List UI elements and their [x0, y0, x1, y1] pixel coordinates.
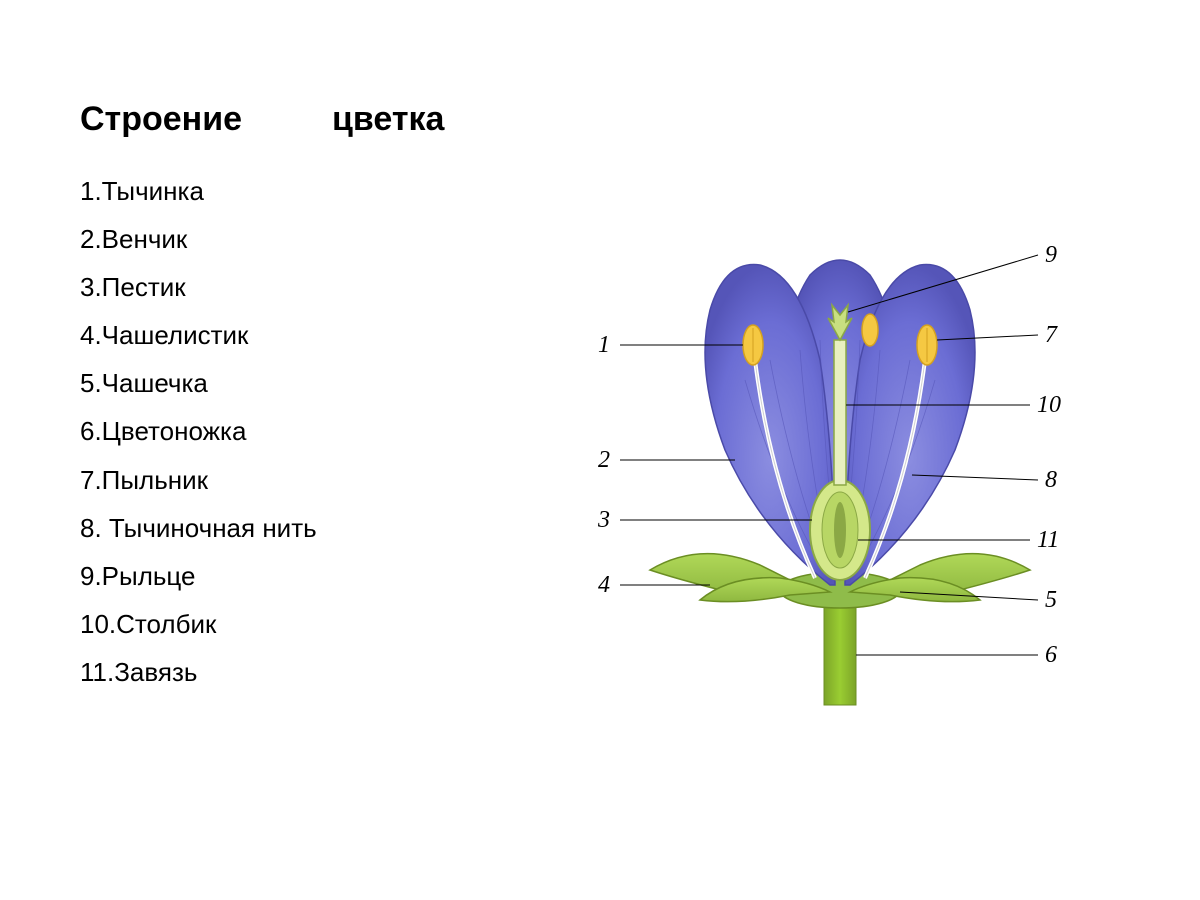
- legend-item: 7.Пыльник: [80, 456, 560, 504]
- callout-6: 6: [1045, 642, 1057, 668]
- legend-item: 8. Тычиночная нить: [80, 504, 560, 552]
- legend-item: 11.Завязь: [80, 648, 560, 696]
- legend-item: 1.Тычинка: [80, 167, 560, 215]
- anther-mid: [862, 314, 878, 346]
- callout-11: 11: [1037, 527, 1059, 553]
- legend-item: 5.Чашечка: [80, 359, 560, 407]
- legend-item: 6.Цветоножка: [80, 407, 560, 455]
- callout-1: 1: [598, 332, 610, 358]
- callout-7: 7: [1045, 322, 1058, 348]
- flower-diagram: 1 2 3 4 5 6 7 8: [560, 200, 1120, 720]
- title: Строение цветка: [80, 100, 560, 139]
- legend-item: 4.Чашелистик: [80, 311, 560, 359]
- callout-5: 5: [1045, 587, 1057, 613]
- callout-2: 2: [598, 447, 610, 473]
- callout-10: 10: [1037, 392, 1061, 418]
- title-word-1: Строение: [80, 100, 242, 139]
- stem: [824, 595, 856, 705]
- legend-item: 9.Рыльце: [80, 552, 560, 600]
- callout-9: 9: [1045, 242, 1057, 268]
- title-word-2: цветка: [332, 100, 444, 139]
- callout-4: 4: [598, 572, 610, 598]
- legend-item: 3.Пестик: [80, 263, 560, 311]
- legend-list: 1.Тычинка 2.Венчик 3.Пестик 4.Чашелистик…: [80, 167, 560, 696]
- legend-item: 10.Столбик: [80, 600, 560, 648]
- text-section: Строение цветка 1.Тычинка 2.Венчик 3.Пес…: [80, 100, 560, 696]
- style: [834, 340, 846, 485]
- callout-3: 3: [597, 507, 610, 533]
- callout-8: 8: [1045, 467, 1057, 493]
- flower-svg: 1 2 3 4 5 6 7 8: [560, 200, 1120, 720]
- legend-item: 2.Венчик: [80, 215, 560, 263]
